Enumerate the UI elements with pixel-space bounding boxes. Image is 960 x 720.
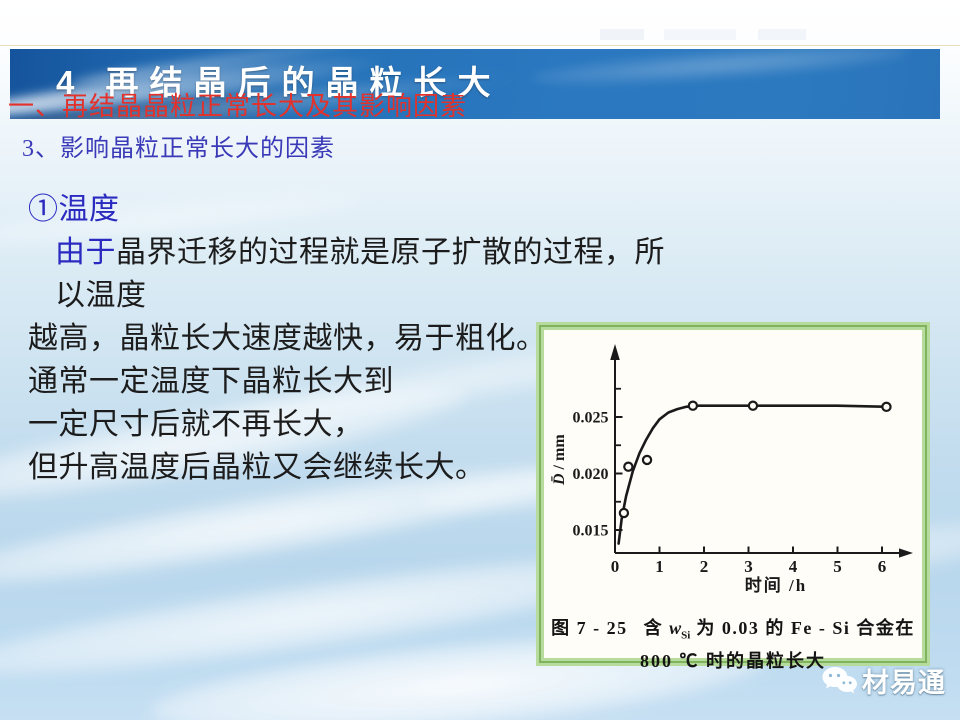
caption-symbol-w-sub: Si bbox=[681, 629, 691, 642]
banner-cloud-streak bbox=[529, 49, 911, 91]
body-line-point-label: ①温度 bbox=[28, 193, 120, 226]
grain-growth-chart: 0 1 2 3 4 5 6 0.015 0.020 0.025 时间 /h D̄ / mm bbox=[550, 344, 913, 595]
svg-text:0: 0 bbox=[611, 557, 620, 576]
figure-number: 图 7 - 25 bbox=[551, 618, 628, 638]
body-line: 通常一定温度下晶粒长大到 bbox=[28, 365, 394, 398]
svg-text:D̄ / mm: D̄ / mm bbox=[550, 434, 568, 486]
body-line: 但升高温度后晶粒又会继续长大。 bbox=[28, 451, 486, 484]
svg-text:3: 3 bbox=[744, 557, 753, 576]
figure-frame: 0 1 2 3 4 5 6 0.015 0.020 0.025 时间 /h D̄ / mm 图 7 -… bbox=[536, 322, 930, 671]
svg-text:时间 /h: 时间 /h bbox=[745, 575, 807, 595]
watermark: 材易通 bbox=[821, 661, 946, 700]
svg-text:4: 4 bbox=[789, 557, 798, 576]
caption-text: 含 bbox=[643, 618, 670, 638]
svg-text:0.025: 0.025 bbox=[573, 410, 609, 427]
svg-text:0.015: 0.015 bbox=[573, 523, 609, 540]
svg-text:0.020: 0.020 bbox=[573, 466, 609, 483]
body-text: ①温度 由于晶界迁移的过程就是原子扩散的过程，所以温度 越高，晶粒长大速度越快，… bbox=[28, 188, 668, 489]
svg-text:2: 2 bbox=[700, 557, 709, 576]
body-lead-in: 由于 bbox=[55, 236, 116, 269]
watermark-text: 材易通 bbox=[862, 668, 946, 698]
body-line: 由于晶界迁移的过程就是原子扩散的过程，所以温度 bbox=[28, 231, 668, 317]
caption-line2: 800 ℃ 时的晶粒长大 bbox=[640, 650, 826, 671]
body-line: 越高，晶粒长大速度越快，易于粗化。 bbox=[28, 322, 547, 355]
caption-symbol-w: w bbox=[669, 618, 682, 638]
svg-text:5: 5 bbox=[833, 557, 842, 576]
figure-inner: 0 1 2 3 4 5 6 0.015 0.020 0.025 时间 /h D̄ / mm 图 7 -… bbox=[544, 330, 922, 671]
svg-text:1: 1 bbox=[655, 557, 664, 576]
figure-caption: 图 7 - 25 含 wSi 为 0.03 的 Fe - Si 合金在 800 ℃… bbox=[544, 614, 922, 673]
wechat-bubbles-icon bbox=[822, 666, 857, 693]
faint-ghost-text bbox=[600, 29, 862, 40]
title-banner: 4 再结晶后的晶粒长大 bbox=[10, 49, 940, 119]
slide-title: 4 再结晶后的晶粒长大 bbox=[56, 64, 502, 101]
body-line-text: 晶界迁移的过程就是原子扩散的过程，所以温度 bbox=[55, 236, 665, 312]
body-line: 一定尺寸后就不再长大， bbox=[28, 408, 364, 441]
section-heading: 3、影响晶粒正常长大的因素 bbox=[22, 136, 335, 162]
svg-text:6: 6 bbox=[878, 557, 887, 576]
caption-text: 为 0.03 的 Fe - Si 合金在 bbox=[690, 618, 915, 638]
divider-hairline bbox=[0, 45, 960, 46]
red-subtitle: 一、再结晶晶粒正常长大及其影响因素 bbox=[8, 92, 468, 121]
